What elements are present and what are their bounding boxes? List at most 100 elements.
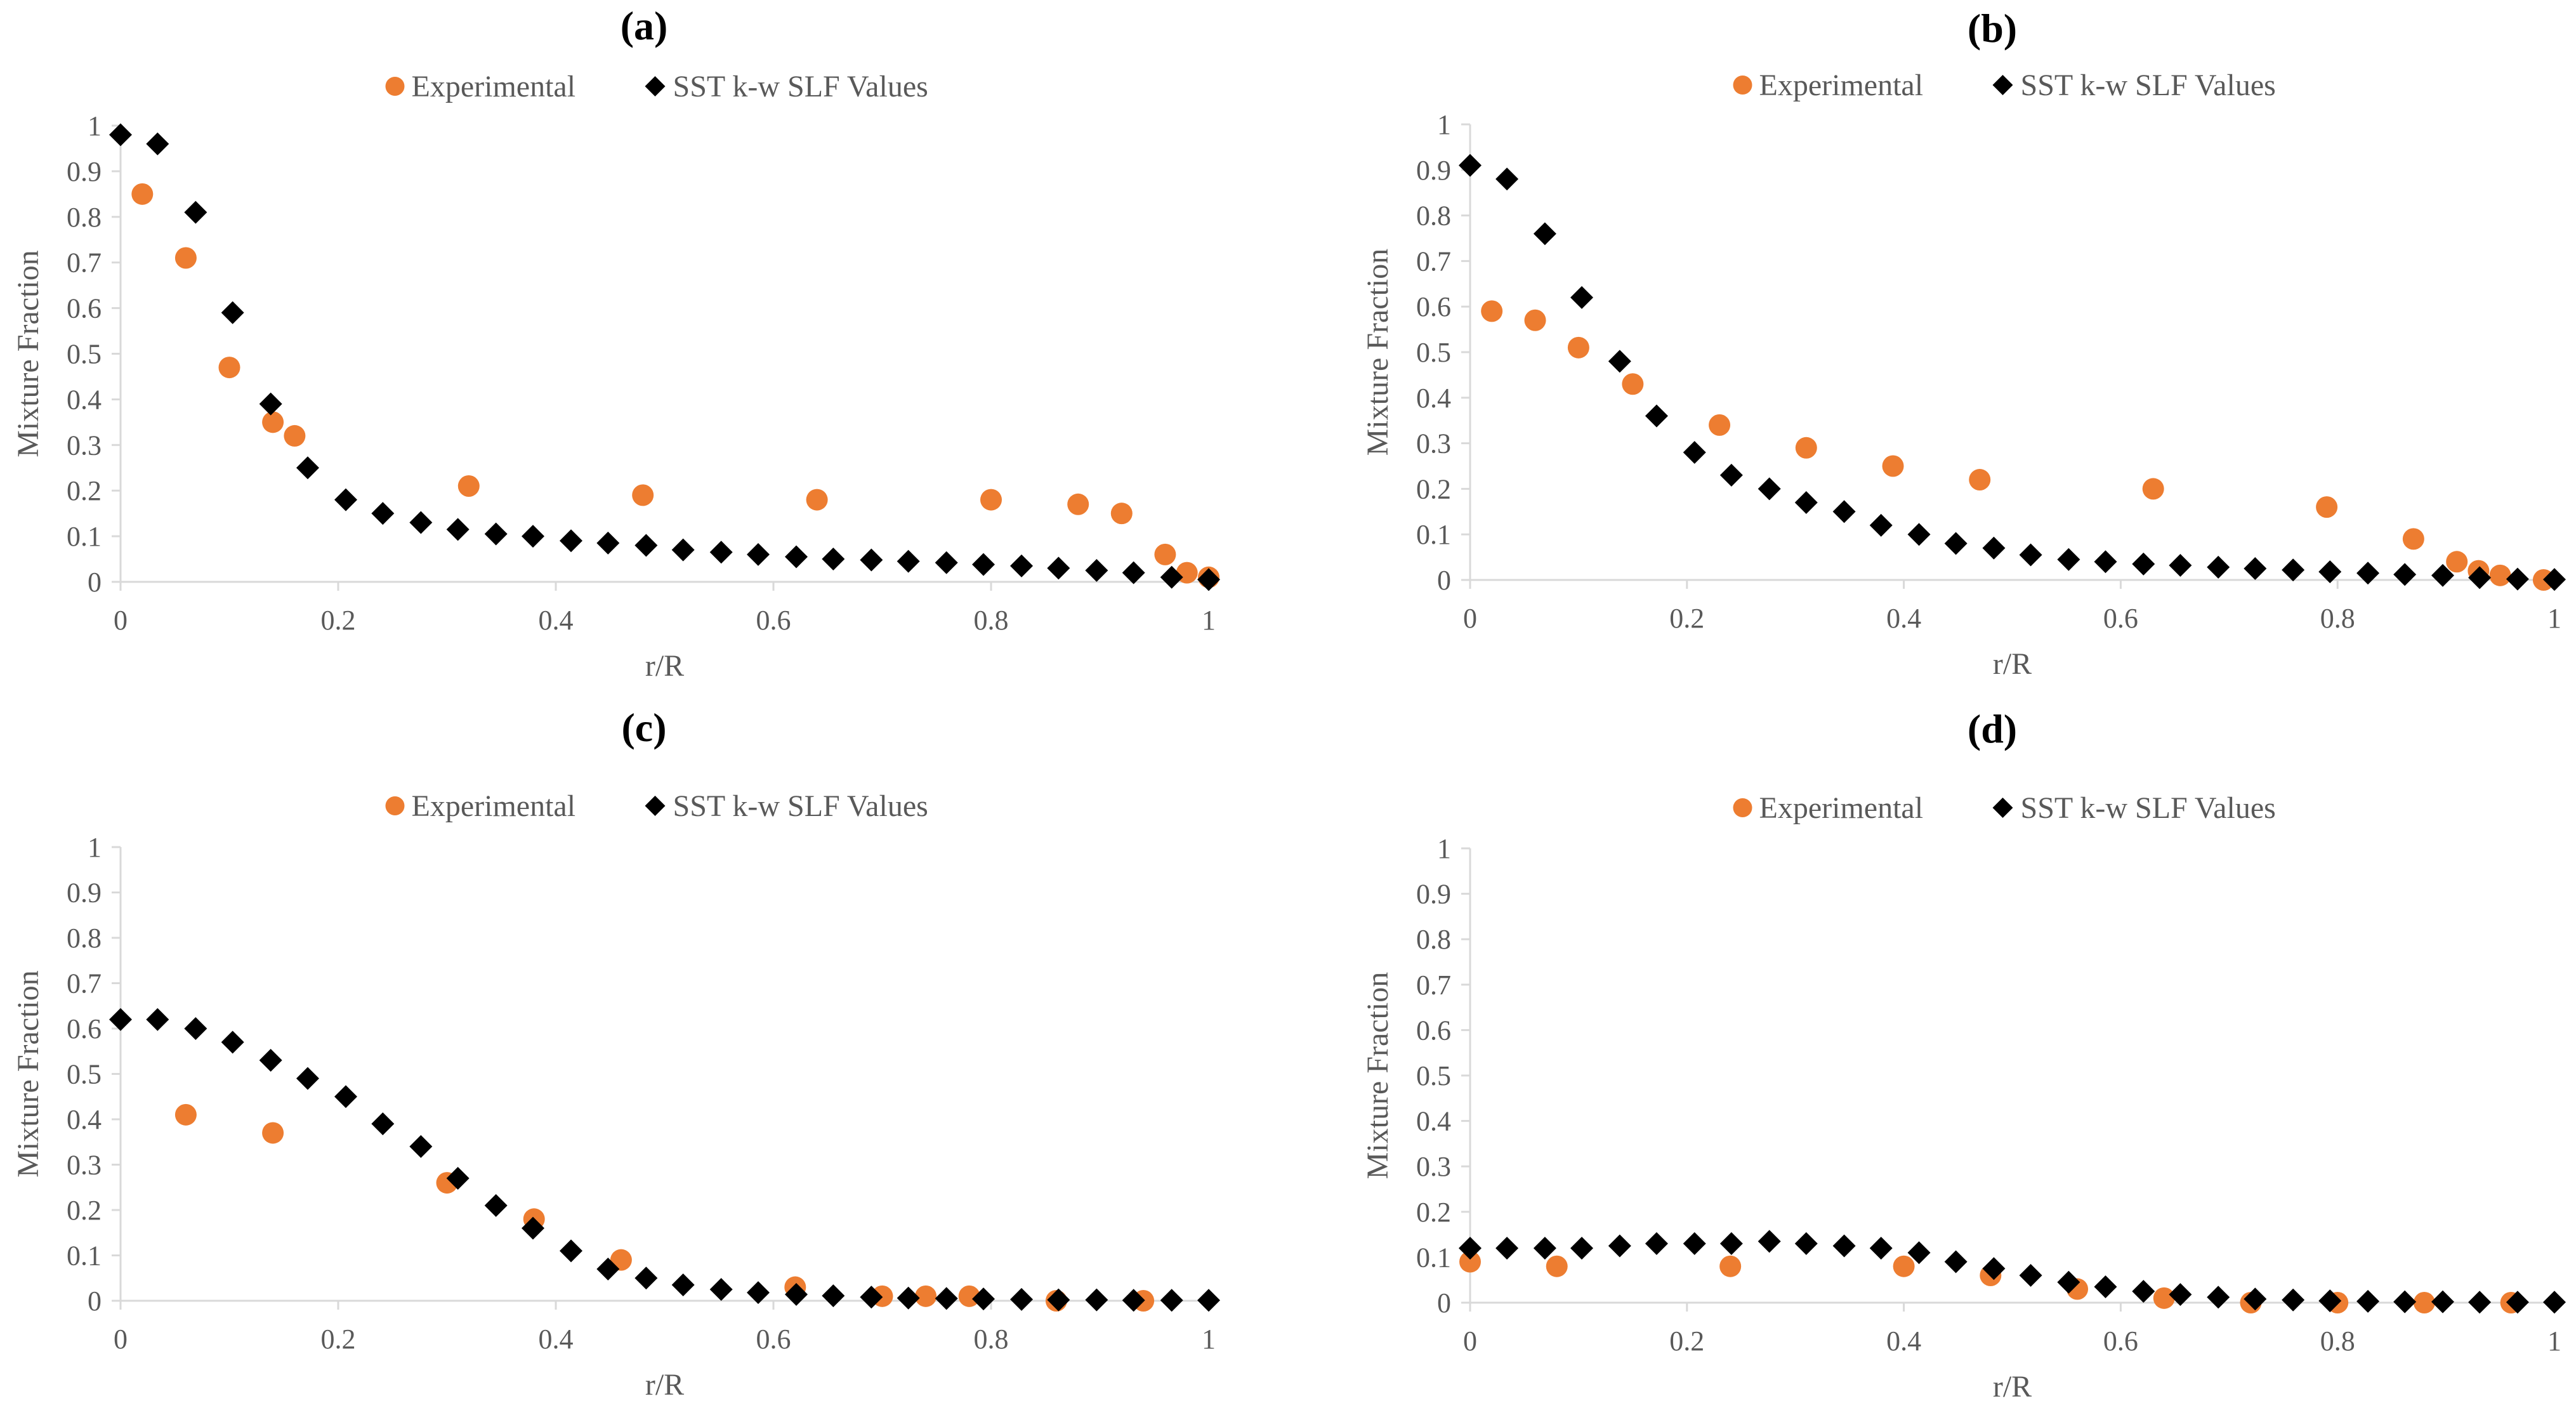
data-point-model <box>671 538 695 562</box>
data-point-model <box>1160 565 1183 589</box>
y-tick-label: 0.9 <box>67 878 102 909</box>
legend-marker-model <box>645 796 666 816</box>
x-tick-label: 0 <box>114 1324 128 1355</box>
series-experimental <box>131 183 1219 588</box>
x-tick-label: 0 <box>114 605 128 636</box>
data-point-model <box>1683 1232 1706 1255</box>
data-point-experimental <box>1622 373 1644 395</box>
data-point-model <box>2244 557 2267 581</box>
data-point-experimental <box>1719 1255 1742 1277</box>
x-tick-label: 0.8 <box>2320 603 2355 634</box>
data-point-model <box>2169 1283 2192 1306</box>
data-point-model <box>1832 500 1856 523</box>
data-point-model <box>2132 1280 2155 1303</box>
x-tick-label: 0.6 <box>756 605 791 636</box>
y-tick-label: 0.7 <box>67 968 102 999</box>
data-point-model <box>296 456 319 480</box>
data-point-model <box>521 1216 544 1240</box>
legend-marker-experimental <box>385 77 405 96</box>
series-model <box>1459 154 2566 591</box>
series-model <box>109 123 1220 591</box>
chart-panel-a: (a) 0 0.1 0.2 0.3 0.4 0.5 0.6 0.7 0.8 0.9 1 0 0.2 0.4 0… <box>11 3 1220 683</box>
data-point-model <box>221 301 244 324</box>
data-point-model <box>371 502 395 525</box>
data-point-model <box>1758 1230 1781 1253</box>
data-point-model <box>1010 1287 1034 1311</box>
x-tick-label: 0.4 <box>1886 1326 1921 1357</box>
y-tick-label: 0.2 <box>1416 473 1451 504</box>
data-point-model <box>1982 536 2006 560</box>
series-experimental <box>174 1103 1155 1312</box>
data-point-experimental <box>915 1285 937 1307</box>
y-axis-title: Mixture Fraction <box>11 970 45 1178</box>
y-tick-label: 0.2 <box>1416 1197 1451 1228</box>
data-point-model <box>109 1008 132 1031</box>
y-tick-label: 0.5 <box>67 1059 102 1090</box>
data-point-model <box>1047 1288 1070 1312</box>
data-point-experimental <box>262 1122 284 1144</box>
y-tick-label: 0.1 <box>67 1240 102 1272</box>
data-point-model <box>521 525 544 548</box>
data-point-experimental <box>2413 1292 2435 1313</box>
y-tick-label: 0 <box>88 1286 102 1317</box>
y-tick-label: 0.6 <box>1416 1015 1451 1046</box>
data-point-model <box>709 541 733 564</box>
data-point-experimental <box>2153 1287 2175 1309</box>
legend-marker-model <box>1992 75 2013 95</box>
data-point-model <box>634 534 658 557</box>
data-point-model <box>1869 513 1893 537</box>
data-point-experimental <box>131 183 154 205</box>
data-point-model <box>897 549 920 573</box>
data-point-model <box>2506 1291 2529 1314</box>
x-tick-label: 0.6 <box>2103 603 2138 634</box>
data-point-model <box>446 1166 470 1190</box>
x-axis-title: r/R <box>1993 1370 2032 1404</box>
data-point-model <box>897 1286 920 1310</box>
data-point-model <box>671 1273 695 1296</box>
data-point-experimental <box>1110 503 1133 525</box>
data-point-model <box>2506 567 2529 591</box>
data-point-model <box>1085 559 1108 582</box>
data-point-model <box>1982 1257 2006 1280</box>
data-point-experimental <box>1067 493 1089 515</box>
data-point-model <box>2207 555 2230 579</box>
data-point-model <box>2094 550 2117 574</box>
data-point-model <box>1570 1237 1594 1260</box>
data-point-model <box>560 1239 583 1263</box>
data-point-model <box>2169 554 2192 577</box>
data-point-model <box>334 488 358 511</box>
y-tick-label: 0.2 <box>67 1195 102 1226</box>
legend-marker-model <box>645 76 666 96</box>
data-point-model <box>1869 1237 1893 1260</box>
data-point-model <box>184 1017 207 1040</box>
x-axis-title: r/R <box>1993 647 2032 681</box>
y-tick-label: 0.7 <box>1416 970 1451 1001</box>
y-tick-label: 0.4 <box>67 1104 102 1135</box>
data-point-model <box>971 553 995 576</box>
legend-label-model: SST k-w SLF Values <box>2021 791 2276 825</box>
data-point-model <box>1122 561 1145 584</box>
data-point-model <box>371 1112 395 1136</box>
panel-title: (c) <box>621 705 666 750</box>
data-point-experimental <box>1969 469 1991 491</box>
data-point-experimental <box>1524 309 1546 331</box>
data-point-model <box>484 1194 508 1217</box>
x-tick-label: 0.4 <box>1886 603 1921 634</box>
data-point-model <box>634 1267 658 1290</box>
x-tick-label: 0.8 <box>2320 1326 2355 1357</box>
x-tick-label: 1 <box>2547 603 2561 634</box>
x-tick-label: 0 <box>1463 1326 1477 1357</box>
y-tick-label: 0.6 <box>67 1013 102 1044</box>
data-point-model <box>2318 560 2342 584</box>
data-point-model <box>2244 1287 2267 1311</box>
data-point-experimental <box>1882 455 1904 477</box>
legend-label-experimental: Experimental <box>412 789 576 823</box>
y-tick-label: 0.3 <box>67 430 102 461</box>
data-point-experimental <box>457 475 480 497</box>
data-point-experimental <box>1546 1255 1568 1277</box>
y-tick-label: 0.9 <box>1416 879 1451 910</box>
data-point-model <box>2543 568 2566 591</box>
data-point-model <box>2393 563 2417 586</box>
x-tick-label: 0 <box>1463 603 1477 634</box>
x-tick-label: 0.6 <box>756 1324 791 1355</box>
